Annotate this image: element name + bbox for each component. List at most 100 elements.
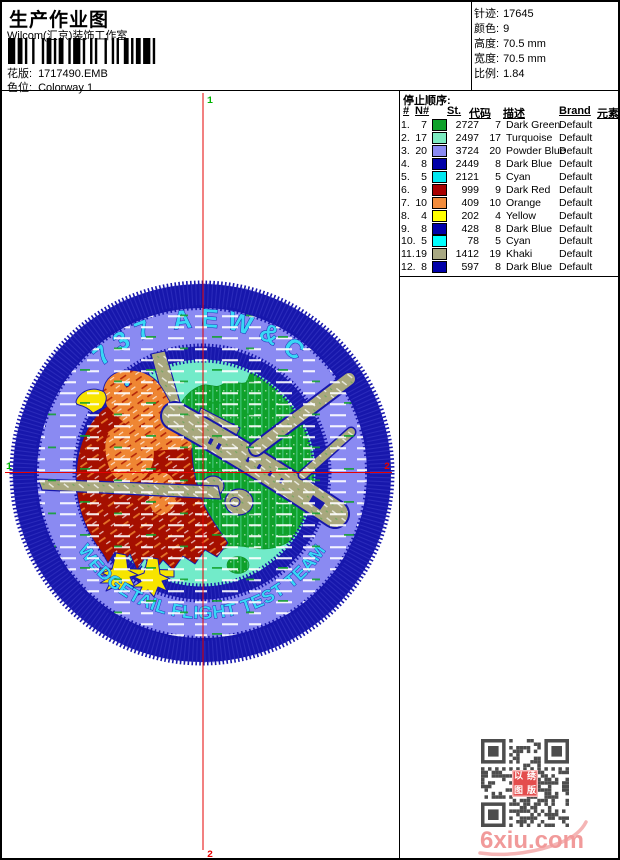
colorway-label: 色位: (7, 82, 33, 94)
header-divider (471, 2, 472, 90)
color-swatch (432, 235, 447, 248)
table-row: 10. 5 78 5 Cyan Default (401, 235, 618, 248)
column-header: St. (447, 105, 462, 117)
stitch-count: 1412 (455, 248, 479, 261)
color-code: 4 (495, 209, 501, 222)
table-row: 11. 19 1412 19 Khaki Default (401, 248, 618, 261)
stat-value: 17645 (503, 8, 534, 20)
table-row: 9. 8 428 8 Dark Blue Default (401, 222, 618, 235)
color-description: Dark Red (506, 183, 551, 196)
thread-brand: Default (559, 171, 593, 183)
thread-brand: Default (559, 235, 593, 248)
needle-number: 4 (421, 209, 427, 222)
row-index: 12. (401, 261, 416, 274)
thread-brand: Default (559, 209, 593, 222)
marker-end-bottom: 2 (207, 850, 213, 860)
color-description: Dark Green (506, 119, 561, 132)
needle-number: 7 (421, 119, 427, 132)
row-index: 4. (401, 158, 410, 171)
column-header: 代码 (469, 108, 491, 120)
stat-label: 高度: (474, 38, 500, 50)
stitch-count: 2727 (455, 119, 479, 132)
stat-line: 宽度: 70.5 mm (474, 52, 616, 67)
colorway-field: 色位: Colorway 1 (7, 79, 93, 95)
color-description: Turquoise (506, 132, 553, 145)
needle-number: 20 (415, 145, 427, 158)
row-index: 11. (401, 248, 415, 261)
qr-stamp-char: 以 (513, 771, 523, 781)
color-swatch (432, 145, 447, 158)
stitch-count: 999 (461, 183, 479, 196)
color-swatch (432, 171, 447, 183)
color-swatch (432, 261, 447, 274)
thread-brand: Default (559, 248, 593, 261)
table-row: 1. 7 2727 7 Dark Green Default (401, 119, 618, 132)
stats-panel: 针迹: 17645 颜色: 9 高度: 70.5 mm 宽度: 70.5 mm 比例: 1.84 (474, 7, 616, 82)
crosshair: 1 1 2 2 (5, 93, 392, 860)
row-index: 2. (401, 132, 410, 145)
color-code: 8 (495, 261, 501, 274)
needle-number: 9 (421, 183, 427, 196)
color-swatch (432, 183, 447, 196)
header-bottom-border (2, 90, 618, 91)
barcode-icon (8, 38, 156, 64)
column-header: Brand (559, 105, 591, 117)
watermark-site: 6xiu.com (476, 820, 588, 857)
stitch-count: 78 (467, 235, 479, 248)
table-row: 12. 8 597 8 Dark Blue Default (401, 261, 618, 274)
stitch-count: 2497 (455, 132, 479, 145)
column-header: # (403, 105, 410, 117)
color-description: Dark Blue (506, 222, 553, 235)
color-description: Powder Blue (506, 145, 566, 158)
row-index: 3. (401, 145, 410, 158)
needle-number: 10 (415, 196, 427, 209)
color-swatch (432, 196, 447, 209)
table-row: 7. 10 409 10 Orange Default (401, 196, 618, 209)
needle-number: 8 (421, 158, 427, 171)
thread-brand: Default (559, 145, 593, 158)
color-description: Yellow (506, 209, 536, 222)
marker-start-left: 1 (6, 462, 12, 473)
stop-sequence-rows: 1. 7 2727 7 Dark Green Default 2. 17 2497 17 Turqu… (401, 119, 618, 274)
color-description: Khaki (506, 248, 533, 261)
needle-number: 8 (421, 261, 427, 274)
qr-center-stamp: 以绣图版 (512, 770, 538, 797)
stitch-count: 428 (461, 222, 479, 235)
pattern-file-value: 1717490.EMB (38, 68, 108, 80)
column-header: N# (415, 105, 430, 117)
pattern-file-label: 花版: (7, 68, 33, 80)
stat-value: 70.5 mm (503, 53, 546, 65)
pattern-file-field: 花版: 1717490.EMB (7, 65, 108, 81)
color-code: 20 (489, 145, 501, 158)
color-swatch (432, 132, 447, 145)
color-description: Dark Blue (506, 158, 553, 171)
thread-brand: Default (559, 119, 593, 132)
stat-line: 比例: 1.84 (474, 67, 616, 82)
marker-start-top: 1 (207, 96, 213, 107)
table-row: 3. 20 3724 20 Powder Blue Default (401, 145, 618, 158)
stitch-count: 2449 (455, 158, 479, 171)
column-header: 元素 (597, 108, 619, 120)
color-description: Cyan (506, 235, 531, 248)
colorway-value: Colorway 1 (38, 82, 94, 94)
row-index: 1. (401, 119, 410, 132)
table-row: 5. 5 2121 5 Cyan Default (401, 171, 618, 184)
thread-brand: Default (559, 222, 593, 235)
qr-stamp-char: 绣 (526, 771, 536, 781)
row-index: 9. (401, 222, 410, 235)
table-bottom-border (399, 276, 618, 277)
stitch-count: 3724 (455, 145, 479, 158)
qr-stamp-char: 版 (526, 784, 536, 795)
row-index: 7. (401, 196, 410, 209)
color-code: 19 (489, 248, 501, 261)
color-code: 10 (489, 196, 501, 209)
row-index: 10. (401, 235, 416, 248)
stitch-count: 409 (461, 196, 479, 209)
thread-brand: Default (559, 196, 593, 209)
needle-number: 8 (421, 222, 427, 235)
color-code: 5 (495, 171, 501, 183)
marker-end-right: 2 (384, 462, 390, 473)
stat-value: 1.84 (503, 68, 525, 80)
table-row: 2. 17 2497 17 Turquoise Default (401, 132, 618, 145)
qr-stamp-char: 图 (513, 784, 523, 795)
